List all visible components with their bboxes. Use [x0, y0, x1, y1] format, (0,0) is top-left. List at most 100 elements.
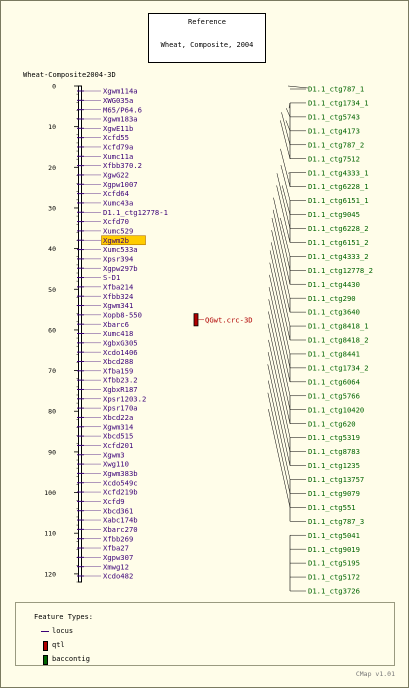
- qtl-label[interactable]: QGwt.crc-3D: [205, 315, 253, 324]
- contig-label[interactable]: D1.1_ctg5743: [308, 112, 360, 121]
- contig-label[interactable]: D1.1_ctg8418_2: [308, 336, 369, 345]
- contig-label[interactable]: D1.1_ctg4333_2: [308, 252, 369, 261]
- marker-label[interactable]: Xgwm3: [103, 450, 125, 459]
- marker-label[interactable]: Xgpw307: [103, 553, 133, 562]
- marker-label[interactable]: Xpsr394: [103, 254, 133, 263]
- marker-label[interactable]: Xfbb23.2: [103, 376, 138, 385]
- marker-label[interactable]: S-D1: [103, 273, 120, 282]
- marker-label[interactable]: Xbarc6: [103, 320, 129, 329]
- marker-label[interactable]: Xgwm183a: [103, 115, 138, 124]
- marker-label[interactable]: Xcdo482: [103, 572, 133, 581]
- marker-label[interactable]: XgbxR187: [103, 385, 138, 394]
- marker-label[interactable]: XgbxG305: [103, 338, 138, 347]
- contig-label[interactable]: D1.1_ctg13757: [308, 475, 364, 484]
- contig-label[interactable]: D1.1_ctg4333_1: [308, 168, 369, 177]
- contig-label[interactable]: D1.1_ctg290: [308, 294, 356, 303]
- marker-label[interactable]: Xcdo1406: [103, 348, 138, 357]
- marker-label[interactable]: Xfbb269: [103, 534, 133, 543]
- contig-label[interactable]: D1.1_ctg1734_2: [308, 363, 369, 372]
- contig-label[interactable]: D1.1_ctg8441: [308, 350, 360, 359]
- contig-label[interactable]: D1.1_ctg9079: [308, 489, 360, 498]
- contig-label[interactable]: D1.1_ctg10420: [308, 405, 364, 414]
- map-title[interactable]: Wheat-Composite2004-3D: [23, 71, 116, 79]
- marker-label[interactable]: Xbcd515: [103, 432, 133, 441]
- axis-tick-label: 120: [44, 570, 56, 578]
- contig-label[interactable]: D1.1_ctg3640: [308, 308, 360, 317]
- contig-label[interactable]: D1.1_ctg8783: [308, 447, 360, 456]
- axis-tick-label: 70: [48, 367, 56, 375]
- contig-label[interactable]: D1.1_ctg1734_1: [308, 99, 369, 108]
- marker-label[interactable]: Xfbb370.2: [103, 161, 142, 170]
- marker-label[interactable]: Xgwm2b: [103, 236, 129, 245]
- contig-label[interactable]: D1.1_ctg6228_1: [308, 182, 369, 191]
- marker-label[interactable]: Xbarc270: [103, 525, 138, 534]
- contig-label[interactable]: D1.1_ctg551: [308, 503, 356, 512]
- contig-label[interactable]: D1.1_ctg3726: [308, 587, 360, 596]
- marker-label[interactable]: Xgpw1007: [103, 180, 138, 189]
- marker-label[interactable]: Xumc11a: [103, 152, 133, 161]
- contig-label[interactable]: D1.1_ctg5195: [308, 559, 360, 568]
- marker-label[interactable]: Xbcd22a: [103, 413, 133, 422]
- contig-label[interactable]: D1.1_ctg9019: [308, 545, 360, 554]
- marker-label[interactable]: Xgwm341: [103, 301, 133, 310]
- marker-label[interactable]: Xcfd55: [103, 133, 129, 142]
- marker-label[interactable]: Xpsr1203.2: [103, 394, 146, 403]
- marker-label[interactable]: Xcfd79a: [103, 143, 133, 152]
- contig-label[interactable]: D1.1_ctg5041: [308, 531, 360, 540]
- marker-label[interactable]: Xwg110: [103, 460, 129, 469]
- marker-label[interactable]: XgwG22: [103, 171, 129, 180]
- marker-label[interactable]: Xcfd9: [103, 497, 125, 506]
- correspondence-line: [271, 217, 291, 299]
- contig-label[interactable]: D1.1_ctg7512: [308, 154, 360, 163]
- marker-label[interactable]: Xumc43a: [103, 199, 133, 208]
- marker-label[interactable]: Xopb8-550: [103, 310, 142, 319]
- marker-label[interactable]: Xfba159: [103, 366, 133, 375]
- marker-label[interactable]: Xumc418: [103, 329, 133, 338]
- marker-label[interactable]: Xcdo549c: [103, 478, 138, 487]
- marker-label[interactable]: Xabc174b: [103, 516, 138, 525]
- correspondence-line: [286, 108, 291, 117]
- contig-label[interactable]: D1.1_ctg4430: [308, 280, 360, 289]
- marker-label[interactable]: Xumc529: [103, 227, 133, 236]
- marker-label[interactable]: Xfba27: [103, 544, 129, 553]
- contig-label[interactable]: D1.1_ctg6151_1: [308, 196, 369, 205]
- contig-label[interactable]: D1.1_ctg787_2: [308, 140, 364, 149]
- contig-label[interactable]: D1.1_ctg787_3: [308, 517, 364, 526]
- contig-label[interactable]: D1.1_ctg5766: [308, 391, 360, 400]
- marker-label[interactable]: Xpsr170a: [103, 404, 138, 413]
- marker-label[interactable]: D1.1_ctg12778-1: [103, 208, 168, 217]
- marker-label[interactable]: Xmwg12: [103, 562, 129, 571]
- marker-label[interactable]: Xfba214: [103, 282, 133, 291]
- marker-label[interactable]: M65/P64.6: [103, 105, 142, 114]
- correspondence-line: [269, 250, 291, 341]
- marker-label[interactable]: Xumc533a: [103, 245, 138, 254]
- contig-label[interactable]: D1.1_ctg9045: [308, 210, 360, 219]
- marker-label[interactable]: Xbcd361: [103, 506, 133, 515]
- marker-label[interactable]: Xcfd70: [103, 217, 129, 226]
- marker-label[interactable]: XWG035a: [103, 96, 133, 105]
- marker-label[interactable]: Xcfd201: [103, 441, 133, 450]
- contig-label[interactable]: D1.1_ctg6064: [308, 377, 360, 386]
- contig-label[interactable]: D1.1_ctg12778_2: [308, 266, 373, 275]
- correspondence-line: [276, 173, 291, 229]
- marker-label[interactable]: Xbcd288: [103, 357, 133, 366]
- marker-label[interactable]: Xcfd64: [103, 189, 129, 198]
- contig-label[interactable]: D1.1_ctg787_1: [308, 85, 364, 94]
- contig-label[interactable]: D1.1_ctg8418_1: [308, 322, 369, 331]
- marker-label[interactable]: Xgwm314: [103, 422, 133, 431]
- contig-top-stub: [287, 85, 309, 89]
- contig-label[interactable]: D1.1_ctg5172: [308, 573, 360, 582]
- contig-label[interactable]: D1.1_ctg1235: [308, 461, 360, 470]
- contig-label[interactable]: D1.1_ctg620: [308, 419, 356, 428]
- marker-label[interactable]: Xgwm114a: [103, 87, 138, 96]
- contig-label[interactable]: D1.1_ctg5319: [308, 433, 360, 442]
- marker-label[interactable]: Xcfd219b: [103, 488, 138, 497]
- qtl-bar[interactable]: [193, 313, 199, 327]
- contig-label[interactable]: D1.1_ctg6151_2: [308, 238, 369, 247]
- marker-label[interactable]: Xgwm383b: [103, 469, 138, 478]
- marker-label[interactable]: Xfbb324: [103, 292, 133, 301]
- contig-label[interactable]: D1.1_ctg6228_2: [308, 224, 369, 233]
- contig-label[interactable]: D1.1_ctg4173: [308, 126, 360, 135]
- marker-label[interactable]: Xgpw297b: [103, 264, 138, 273]
- marker-label[interactable]: XgwE11b: [103, 124, 133, 133]
